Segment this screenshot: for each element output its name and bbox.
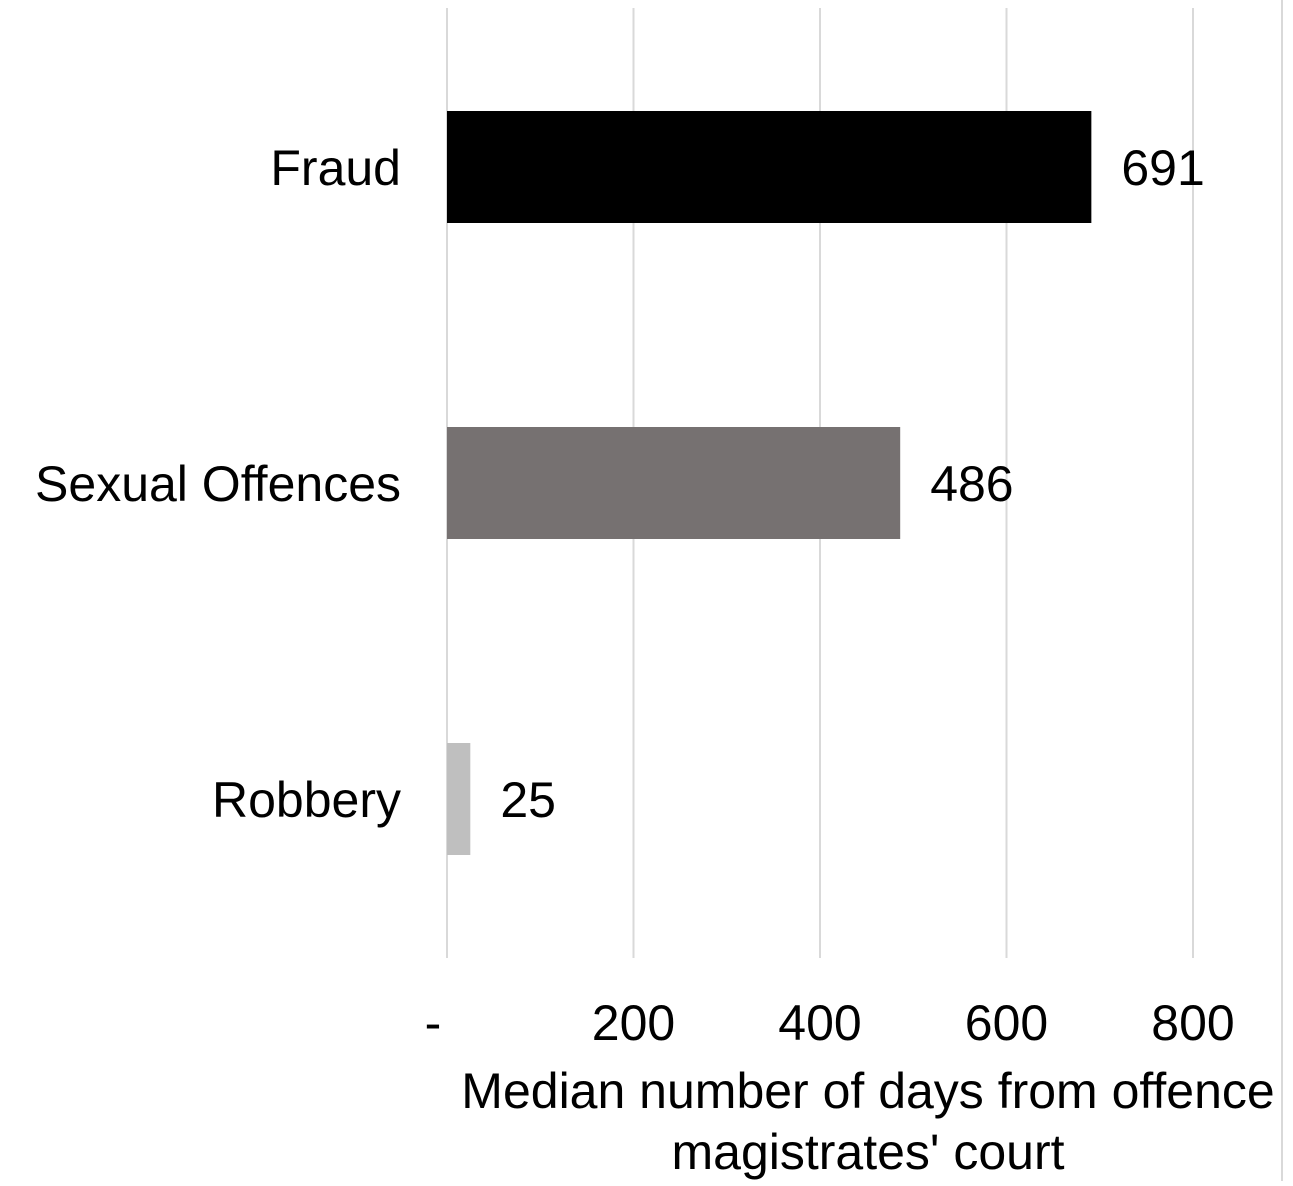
bar-fraud [447,111,1092,223]
bar-robbery [447,743,471,855]
bar-sexual-offences [447,427,901,539]
category-label: Sexual Offences [35,456,401,512]
category-label: Robbery [212,772,401,828]
category-label: Fraud [270,140,401,196]
x-tick-label: 200 [592,995,675,1051]
x-tick-label: 800 [1151,995,1234,1051]
category-labels: Fraud Sexual Offences Robbery [35,140,401,828]
x-axis-title-line: Median number of days from offence [461,1063,1274,1119]
x-tick-label: 400 [778,995,861,1051]
x-tick-labels: - 200 400 600 800 [425,995,1235,1051]
data-label: 25 [500,772,556,828]
x-tick-label: 600 [965,995,1048,1051]
data-label: 486 [930,456,1013,512]
x-tick-label: - [425,995,442,1051]
x-axis-title-line: magistrates' court [671,1124,1064,1180]
bars [447,111,1092,855]
data-labels: 691 486 25 [500,140,1204,828]
data-label: 691 [1121,140,1204,196]
x-axis-title: Median number of days from offencemagist… [461,1063,1274,1180]
